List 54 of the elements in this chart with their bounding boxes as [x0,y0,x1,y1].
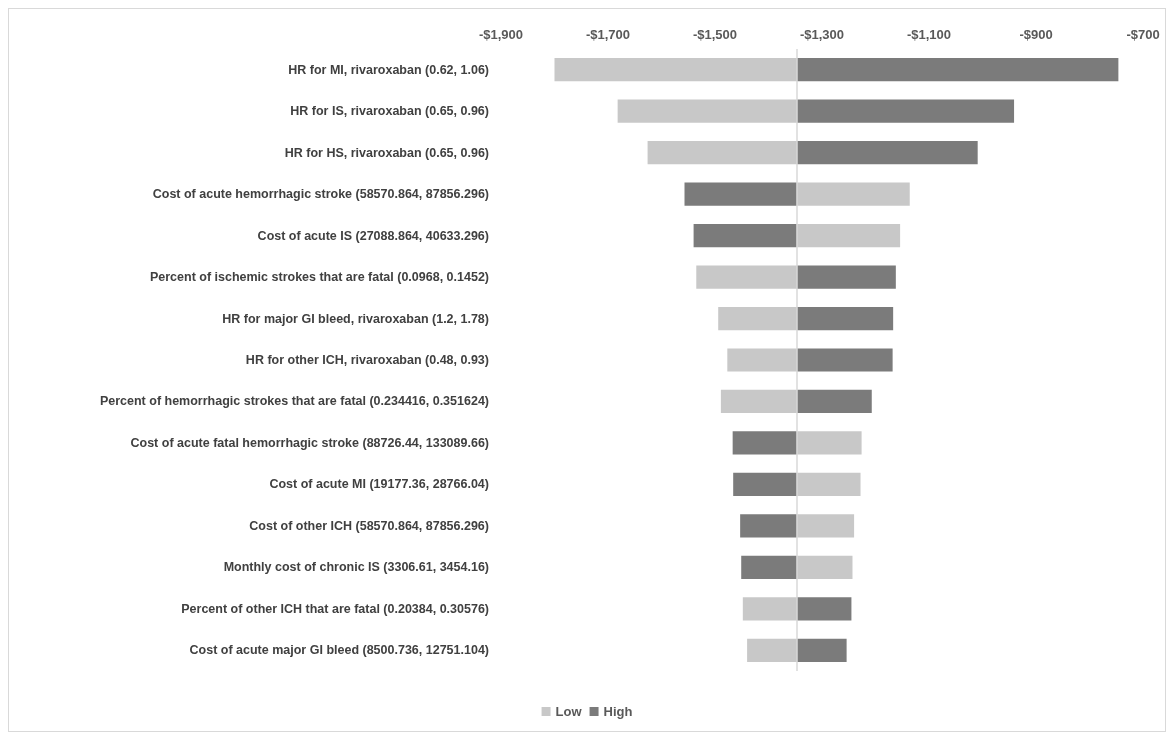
y-tick-label: HR for other ICH, rivaroxaban (0.48, 0.93) [245,353,489,367]
y-tick-label: HR for IS, rivaroxaban (0.65, 0.96) [290,104,489,119]
bar [796,306,894,331]
y-tick-label: Percent of other ICH that are fatal (0.20384, 0.30576) [181,601,489,616]
bar [796,348,893,372]
y-tick-label: Percent of ischemic strokes that are fatal (0.0968, 0.1452) [149,270,489,285]
bar [732,431,797,455]
bar [740,514,797,538]
bar [718,306,797,331]
bar [796,182,910,206]
legend-label: Low [555,704,583,719]
bar [617,99,797,123]
y-tick-label: Monthly cost of chronic IS (3306.61, 3454.16) [223,560,489,575]
y-tick-label: Cost of acute MI (19177.36, 28766.04) [269,477,489,492]
y-tick-label: HR for HS, rivaroxaban (0.65, 0.96) [284,145,489,160]
bar [796,597,852,621]
x-tick-label: -$700 [1126,27,1160,42]
bar [696,265,797,289]
bar [727,348,797,372]
bar [796,141,978,165]
bar [796,514,855,538]
legend-label: High [603,704,633,719]
bar [796,99,1015,123]
bar [741,555,797,579]
bar [796,223,901,248]
bar [554,58,797,82]
y-tick-label: Cost of other ICH (58570.864, 87856.296) [249,518,489,533]
bar [733,472,797,497]
y-tick-label: Cost of acute hemorrhagic stroke (58570.864, 87856.296) [152,187,489,202]
bar [796,472,861,497]
bar [796,265,896,289]
x-tick-label: -$1,500 [692,27,738,42]
y-tick-label: Percent of hemorrhagic strokes that are fatal (0.234416, 0.351624) [99,394,489,409]
bar [747,638,797,662]
x-tick-label: -$1,900 [478,27,524,42]
bar [796,638,847,662]
y-tick-label: HR for major GI bleed, rivaroxaban (1.2, 1.78) [222,311,489,326]
x-tick-label: -$1,700 [585,27,631,42]
bar [796,431,862,455]
bar [796,555,853,579]
x-tick-label: -$900 [1019,27,1053,42]
y-tick-label: Cost of acute major GI bleed (8500.736, 12751.104) [189,643,489,658]
x-tick-label: -$1,300 [799,27,845,42]
y-tick-label: HR for MI, rivaroxaban (0.62, 1.06) [288,62,489,77]
y-tick-label: Cost of acute IS (27088.864, 40633.296) [257,228,489,243]
bar [693,223,797,248]
x-tick-label: -$1,100 [906,27,952,42]
bar [742,597,797,621]
bar [647,141,797,165]
bar [684,182,797,206]
y-tick-label: Cost of acute fatal hemorrhagic stroke (88726.44, 133089.66) [130,435,489,450]
bar [796,58,1119,82]
bar [796,389,872,414]
bar [720,389,797,414]
